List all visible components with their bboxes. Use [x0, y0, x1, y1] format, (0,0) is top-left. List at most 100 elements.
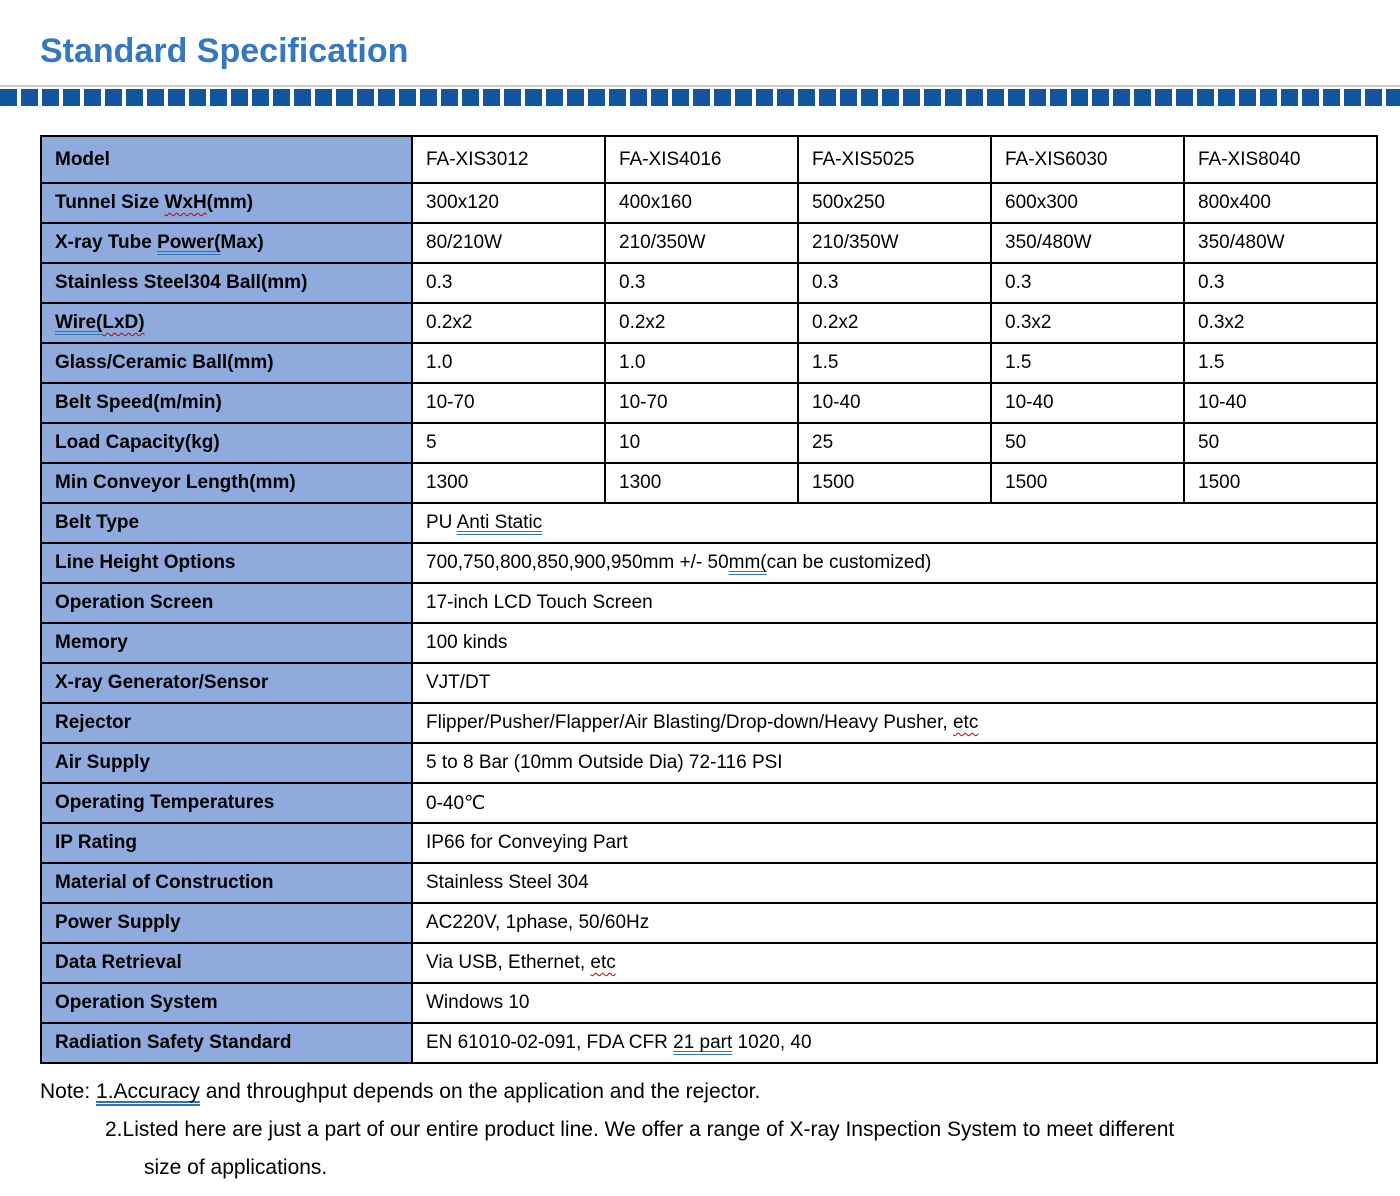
spec-cell-stainless-steel304-ball-mm-col2: 0.3 — [604, 262, 799, 304]
text-segment: Radiation Safety Standard — [55, 1032, 292, 1053]
row-label-x-ray-generator-sensor: X-ray Generator/Sensor — [40, 662, 413, 704]
spec-header-row: Model FA-XIS3012 FA-XIS4016 FA-XIS5025 FA-XI… — [40, 135, 1378, 184]
text-segment: 300x120 — [426, 192, 499, 213]
spellcheck-underlined-text: WxH — [164, 192, 207, 213]
row-label-ip-rating: IP Rating — [40, 822, 413, 864]
text-segment: 10-70 — [426, 392, 475, 413]
text-segment: 700,750,800,850,900,950mm +/- 50 — [426, 552, 729, 573]
grammar-underlined-text: Wire( — [55, 312, 103, 333]
text-segment: 10-40 — [812, 392, 861, 413]
text-segment: PU — [426, 512, 457, 533]
grammar-underlined-text: mm( — [728, 552, 767, 573]
text-segment: Air Supply — [55, 752, 151, 773]
text-segment: Material of Construction — [55, 872, 274, 893]
spec-row-power-supply: Power Supply AC220V, 1phase, 50/60Hz — [40, 902, 1378, 944]
text-segment: X-ray Tube — [55, 232, 158, 253]
spec-cell-min-conveyor-length-mm-col5: 1500 — [1183, 462, 1378, 504]
spec-cell-belt-speed-m-min-col5: 10-40 — [1183, 382, 1378, 424]
model-cell-fa-xis3012: FA-XIS3012 — [411, 135, 606, 184]
spellcheck-underlined-text: etc — [952, 712, 979, 733]
text-segment: 210/350W — [619, 232, 706, 253]
text-segment: Line Height Options — [55, 552, 236, 573]
grammar-underlined-text: 1.Accuracy — [96, 1080, 200, 1103]
slide-page: Standard Specification Model FA-XIS3012 FA… — [0, 31, 1400, 1196]
text-segment: Data Retrieval — [55, 952, 182, 973]
text-segment: X-ray Generator/Sensor — [55, 672, 269, 693]
text-segment: Tunnel Size — [55, 192, 165, 213]
spec-cell-min-conveyor-length-mm-col3: 1500 — [797, 462, 992, 504]
spec-cell-wire-lxd-col4: 0.3x2 — [990, 302, 1185, 344]
row-label-air-supply: Air Supply — [40, 742, 413, 784]
grammar-underlined-text: Anti Static — [456, 512, 543, 533]
note-line-3: size of applications. — [40, 1149, 1400, 1187]
row-label-memory: Memory — [40, 622, 413, 664]
spec-cell-belt-speed-m-min-col4: 10-40 — [990, 382, 1185, 424]
spec-cell-min-conveyor-length-mm-col2: 1300 — [604, 462, 799, 504]
text-segment: Glass/Ceramic Ball(mm) — [55, 352, 274, 373]
text-segment: 1.5 — [1005, 352, 1032, 373]
spec-cell-operation-system: Windows 10 — [411, 982, 1378, 1024]
text-segment: 1300 — [619, 472, 662, 493]
spec-row-radiation-safety-standard: Radiation Safety Standard EN 61010-02-091… — [40, 1022, 1378, 1064]
text-segment: Min Conveyor Length(mm) — [55, 472, 296, 493]
text-segment: 50 — [1198, 432, 1220, 453]
text-segment: Max) — [220, 232, 264, 253]
spec-cell-operation-screen: 17-inch LCD Touch Screen — [411, 582, 1378, 624]
text-segment: Belt Speed(m/min) — [55, 392, 222, 413]
row-label-min-conveyor-length-mm: Min Conveyor Length(mm) — [40, 462, 413, 504]
spec-row-glass-ceramic-ball-mm: Glass/Ceramic Ball(mm) 1.0 1.0 1.5 1.5 1.5 — [40, 342, 1378, 384]
spec-row-data-retrieval: Data Retrieval Via USB, Ethernet, etc — [40, 942, 1378, 984]
text-segment: 600x300 — [1005, 192, 1078, 213]
spec-row-material-of-construction: Material of Construction Stainless Steel … — [40, 862, 1378, 904]
title-divider — [0, 85, 1400, 106]
row-label-belt-type: Belt Type — [40, 502, 413, 544]
divider-rule-line — [0, 85, 1400, 87]
spec-cell-tunnel-size-wxh-mm-col3: 500x250 — [797, 182, 992, 224]
note-block: Note: 1.Accuracy and throughput depends … — [40, 1073, 1400, 1187]
text-segment: 80/210W — [426, 232, 503, 253]
model-cell-fa-xis8040: FA-XIS8040 — [1183, 135, 1378, 184]
row-label-rejector: Rejector — [40, 702, 413, 744]
spec-row-memory: Memory 100 kinds — [40, 622, 1378, 664]
text-segment: IP Rating — [55, 832, 137, 853]
text-segment: Power Supply — [55, 912, 181, 933]
text-segment: FA-XIS4016 — [619, 148, 722, 170]
text-segment: (mm) — [206, 192, 254, 213]
spec-cell-belt-speed-m-min-col2: 10-70 — [604, 382, 799, 424]
spec-cell-load-capacity-kg-col3: 25 — [797, 422, 992, 464]
model-cell-fa-xis5025: FA-XIS5025 — [797, 135, 992, 184]
spec-cell-glass-ceramic-ball-mm-col3: 1.5 — [797, 342, 992, 384]
spec-cell-min-conveyor-length-mm-col4: 1500 — [990, 462, 1185, 504]
spec-cell-stainless-steel304-ball-mm-col1: 0.3 — [411, 262, 606, 304]
text-segment: 5 to 8 Bar (10mm Outside Dia) 72-116 PSI — [426, 752, 783, 773]
text-segment: 10-40 — [1005, 392, 1054, 413]
spec-cell-x-ray-tube-power-max-col2: 210/350W — [604, 222, 799, 264]
text-segment: Flipper/Pusher/Flapper/Air Blasting/Drop… — [426, 712, 953, 733]
spec-cell-glass-ceramic-ball-mm-col1: 1.0 — [411, 342, 606, 384]
spec-cell-tunnel-size-wxh-mm-col5: 800x400 — [1183, 182, 1378, 224]
spec-row-operating-temperatures: Operating Temperatures 0-40℃ — [40, 782, 1378, 824]
text-segment: FA-XIS8040 — [1198, 148, 1301, 170]
row-label-radiation-safety-standard: Radiation Safety Standard — [40, 1022, 413, 1064]
spec-cell-wire-lxd-col1: 0.2x2 — [411, 302, 606, 344]
text-segment: 0.2x2 — [426, 312, 473, 333]
text-segment: 0.3 — [619, 272, 646, 293]
text-segment: Stainless Steel304 Ball(mm) — [55, 272, 308, 293]
spec-row-tunnel-size-wxh-mm: Tunnel Size WxH(mm) 300x120 400x160 500x250… — [40, 182, 1378, 224]
text-segment: 2.Listed here are just a part of our ent… — [105, 1118, 1175, 1141]
text-segment: 1.5 — [1198, 352, 1225, 373]
row-label-operating-temperatures: Operating Temperatures — [40, 782, 413, 824]
spec-cell-glass-ceramic-ball-mm-col4: 1.5 — [990, 342, 1185, 384]
spec-cell-load-capacity-kg-col5: 50 — [1183, 422, 1378, 464]
row-label-x-ray-tube-power-max: X-ray Tube Power(Max) — [40, 222, 413, 264]
divider-dashed-line — [0, 89, 1400, 106]
spec-row-x-ray-tube-power-max: X-ray Tube Power(Max) 80/210W 210/350W 210/… — [40, 222, 1378, 264]
spec-cell-x-ray-tube-power-max-col4: 350/480W — [990, 222, 1185, 264]
row-label-belt-speed-m-min: Belt Speed(m/min) — [40, 382, 413, 424]
text-segment: 350/480W — [1198, 232, 1285, 253]
spellcheck-underlined-text: LxD) — [102, 312, 145, 333]
spec-cell-wire-lxd-col5: 0.3x2 — [1183, 302, 1378, 344]
text-segment: 800x400 — [1198, 192, 1271, 213]
text-segment: Operating Temperatures — [55, 792, 275, 813]
text-segment: 5 — [426, 432, 437, 453]
